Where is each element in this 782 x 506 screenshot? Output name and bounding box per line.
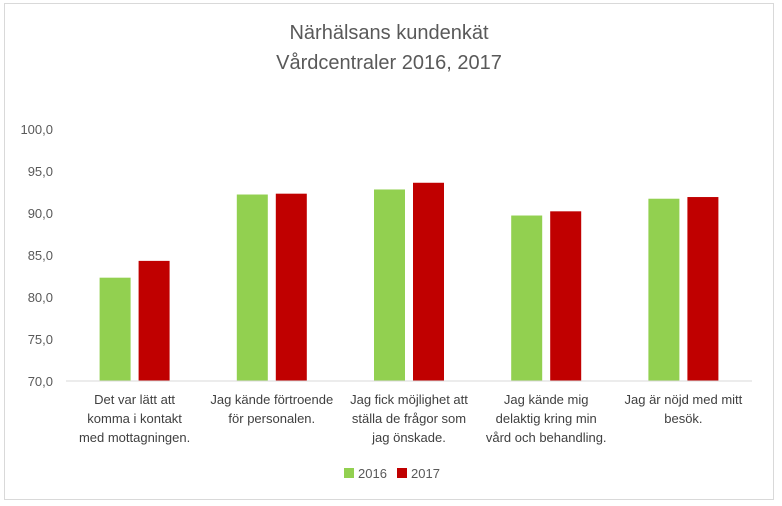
- bar-2017-4: [687, 197, 719, 381]
- category-label: med mottagningen.: [79, 430, 190, 445]
- legend-label-2016: 2016: [358, 466, 387, 481]
- category-label: vård och behandling.: [486, 430, 607, 445]
- category-label: Jag kände mig: [504, 392, 589, 407]
- category-label: komma i kontakt: [87, 411, 182, 426]
- category-label: Jag kände förtroende: [210, 392, 333, 407]
- bar-2016-4: [648, 198, 680, 381]
- chart-title-block: Närhälsans kundenkät Vårdcentraler 2016,…: [0, 18, 778, 78]
- bar-2016-3: [511, 215, 543, 381]
- category-label: jag önskade.: [371, 430, 446, 445]
- category-label: besök.: [664, 411, 702, 426]
- chart-title: Närhälsans kundenkät: [289, 22, 489, 44]
- y-tick-label: 95,0: [28, 164, 53, 179]
- y-tick-label: 100,0: [20, 122, 53, 137]
- bar-2016-0: [99, 277, 131, 381]
- bar-2017-0: [138, 260, 170, 381]
- legend-label-2017: 2017: [411, 466, 440, 481]
- chart-subtitle: Vårdcentraler 2016, 2017: [276, 52, 502, 74]
- bar-2017-1: [275, 193, 307, 381]
- bar-2016-1: [236, 194, 268, 381]
- legend-swatch-2016: [344, 468, 354, 478]
- category-label: Jag är nöjd med mitt: [625, 392, 743, 407]
- bar-2017-2: [413, 182, 444, 381]
- y-tick-label: 75,0: [28, 332, 53, 347]
- category-label: delaktig kring min: [496, 411, 597, 426]
- bar-2017-3: [550, 211, 582, 381]
- y-tick-label: 80,0: [28, 290, 53, 305]
- y-tick-label: 90,0: [28, 206, 53, 221]
- y-tick-label: 70,0: [28, 374, 53, 389]
- category-label: ställa de frågor som: [352, 411, 466, 426]
- legend-swatch-2017: [397, 468, 407, 478]
- y-tick-label: 85,0: [28, 248, 53, 263]
- category-label: för personalen.: [228, 411, 315, 426]
- category-label: Det var lätt att: [94, 392, 175, 407]
- category-label: Jag fick möjlighet att: [350, 392, 468, 407]
- bar-2016-2: [374, 189, 405, 381]
